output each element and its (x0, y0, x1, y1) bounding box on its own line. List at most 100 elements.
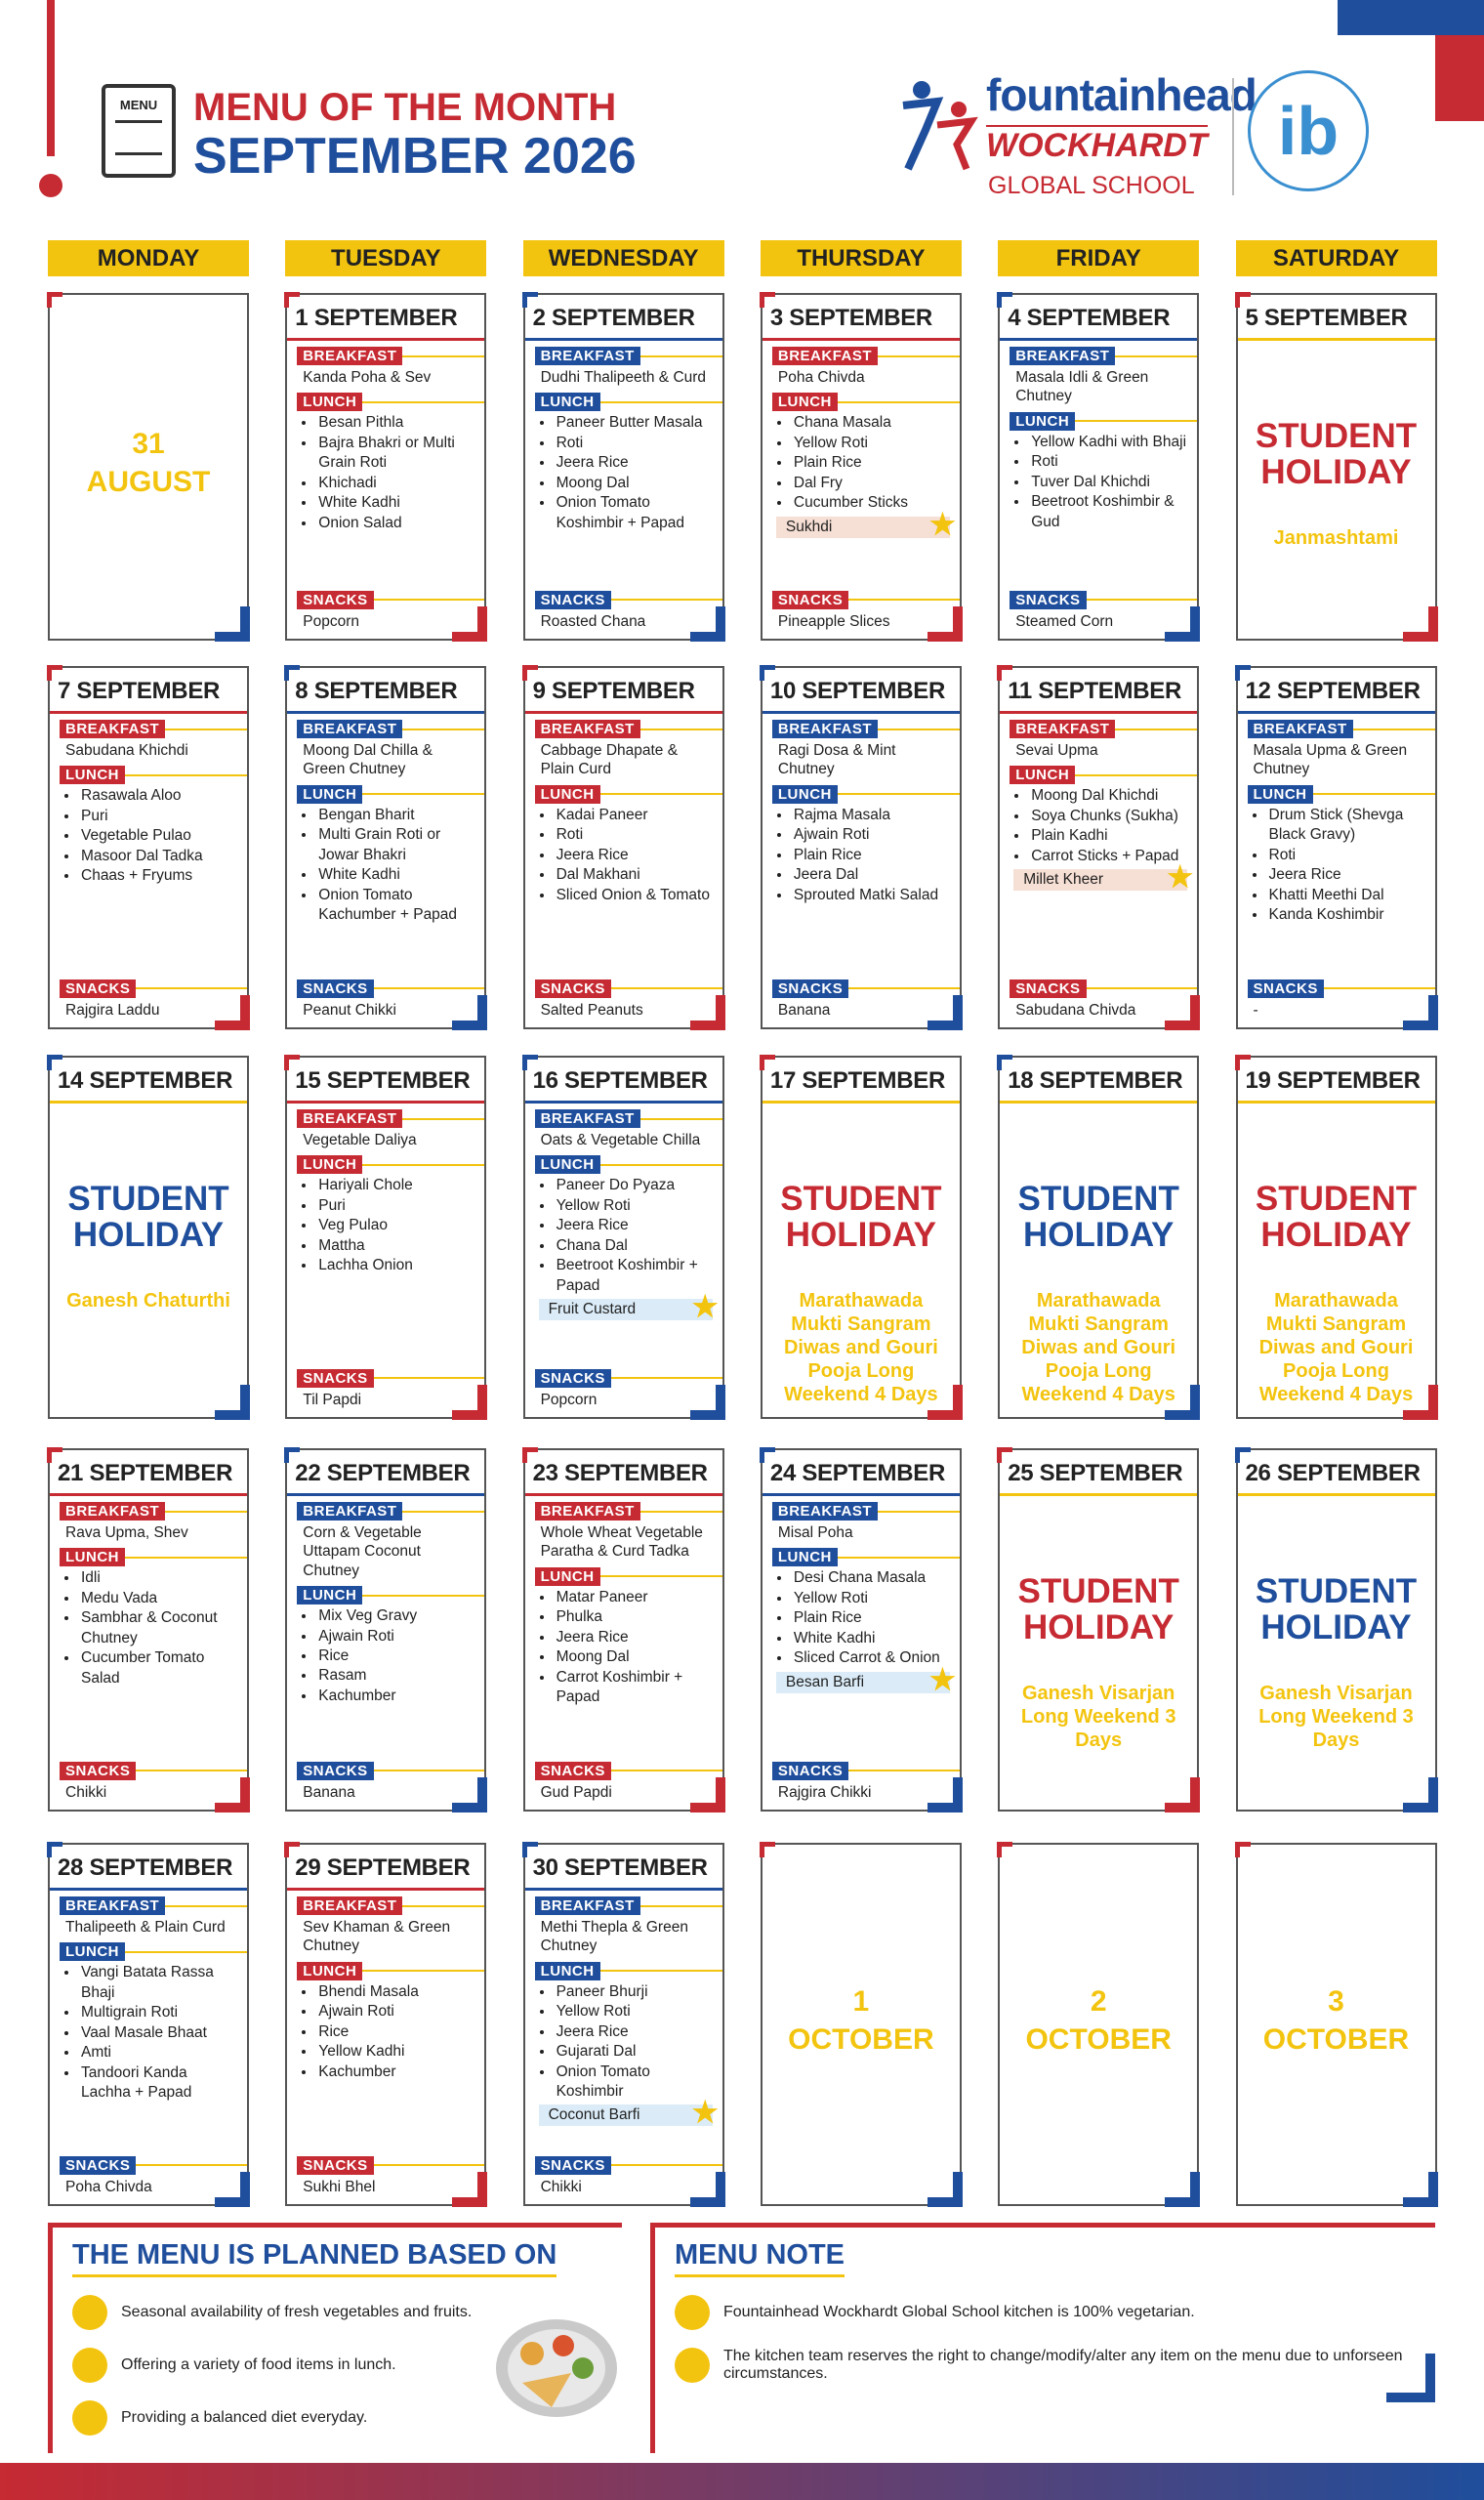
label-tag: LUNCH (297, 1155, 363, 1175)
label-tag: LUNCH (1247, 784, 1313, 804)
label-tag: BREAKFAST (297, 347, 403, 365)
label-tag: BREAKFAST (60, 1502, 166, 1521)
label-tag: SNACKS (771, 590, 849, 609)
lunch-list: Besan PithlaBajra Bhakri or Multi Grain … (287, 413, 484, 533)
label-rule (165, 1904, 247, 1907)
lunch-item: Cucumber Tomato Salad (79, 1648, 239, 1688)
decor-corner (1386, 2354, 1435, 2402)
corner (521, 292, 538, 308)
lunch-item: Plain Rice (792, 453, 952, 473)
label-tag: LUNCH (534, 1961, 600, 1980)
section-label: LUNCH (763, 393, 960, 412)
date: 9 SEPTEMBER (524, 668, 722, 714)
label-rule (837, 400, 960, 403)
label-tag: BREAKFAST (1010, 347, 1116, 365)
section-label: BREAKFAST (763, 347, 960, 365)
lunch-item: Drum Stick (Shevga Black Gravy) (1267, 806, 1427, 846)
lunch-item: Lachha Onion (316, 1256, 476, 1275)
date-day: 31 (132, 428, 165, 460)
label-tag: LUNCH (534, 784, 600, 804)
breakfast: Sev Khaman & Green Chutney (303, 1919, 451, 1955)
section-label: LUNCH (1238, 784, 1435, 804)
lunch-list: Desi Chana MasalaYellow RotiPlain RiceWh… (763, 1568, 960, 1668)
breakfast: Rava Upma, Shev (65, 1524, 188, 1541)
label-rule (599, 1970, 722, 1973)
day-cell: 4 SEPTEMBER BREAKFAST Masala Idli & Green … (997, 292, 1201, 642)
date: 10 SEPTEMBER (762, 668, 960, 714)
corner (689, 995, 725, 1030)
corner (1234, 292, 1251, 308)
label-tag: LUNCH (1010, 766, 1076, 785)
item-icon (675, 2295, 710, 2330)
lunch-item: Kanda Koshimbir (1267, 905, 1427, 925)
date: 22 SEPTEMBER (287, 1450, 485, 1496)
label-tag: SNACKS (534, 1368, 611, 1388)
breakfast: Ragi Dosa & Mint Chutney (777, 742, 896, 778)
date-day: 1 (852, 1985, 870, 2018)
footer-item: The kitchen team reserves the right to c… (675, 2348, 1435, 2383)
lunch-item: Plain Rice (792, 846, 952, 865)
snacks: Banana (303, 1783, 355, 1801)
corner (759, 292, 775, 308)
label-rule (402, 1904, 485, 1907)
holiday-title: STUDENT HOLIDAY (780, 1180, 942, 1254)
day-cell: 17 SEPTEMBER STUDENT HOLIDAY Marathawada M… (759, 1055, 963, 1420)
plate-illustration (496, 2319, 617, 2417)
label-tag: BREAKFAST (771, 720, 879, 738)
lunch-list: Hariyali CholePuriVeg PulaoMatthaLachha … (287, 1176, 484, 1275)
label-rule (373, 1377, 485, 1380)
label-tag: LUNCH (534, 1566, 600, 1586)
day-cell: 21 SEPTEMBER BREAKFAST Rava Upma, Shev LUNC… (47, 1447, 250, 1812)
section-label: SNACKS (763, 979, 960, 998)
breakfast: Vegetable Daliya (303, 1132, 417, 1148)
label-rule (1115, 354, 1198, 357)
item-icon (72, 2348, 107, 2383)
footer-item: Providing a balanced diet everyday. (72, 2400, 622, 2436)
label-rule (136, 987, 247, 990)
corner (1165, 606, 1201, 642)
section-label: LUNCH (50, 766, 247, 785)
day-cell: 14 SEPTEMBER STUDENT HOLIDAY Ganesh Chatur… (47, 1055, 250, 1420)
lunch-item: Roti (1029, 452, 1189, 472)
lunch-item: Kachumber (316, 1687, 476, 1706)
lunch-list: Mix Veg GravyAjwain RotiRiceRasamKachumb… (287, 1606, 484, 1706)
day-cell: 25 SEPTEMBER STUDENT HOLIDAY Ganesh Visarj… (997, 1447, 1201, 1812)
label-rule (136, 1770, 247, 1772)
lunch-item: Khichadi (316, 474, 476, 493)
section-label: SNACKS (525, 590, 722, 609)
footer-item: Fountainhead Wockhardt Global School kit… (675, 2295, 1435, 2330)
date: 11 SEPTEMBER (1000, 668, 1198, 714)
ib-logo: ib (1248, 70, 1369, 191)
corner (927, 2172, 963, 2207)
snacks: Rajgira Chikki (777, 1783, 872, 1801)
corner (1402, 1385, 1438, 1420)
section-label: BREAKFAST (287, 1896, 485, 1915)
day-header: THURSDAY (760, 240, 962, 276)
lunch-list: Matar PaneerPhulkaJeera RiceMoong DalCar… (525, 1588, 722, 1708)
section-label: BREAKFAST (525, 1109, 722, 1128)
lunch-list: Yellow Kadhi with BhajiRotiTuver Dal Khi… (1000, 433, 1197, 532)
corner (47, 1842, 62, 1857)
corner (689, 1777, 725, 1812)
date: 29 SEPTEMBER (287, 1845, 485, 1891)
date-day: 2 (1090, 1985, 1107, 2018)
date-month: OCTOBER (1025, 2023, 1172, 2056)
corner (284, 1842, 301, 1857)
label-rule (373, 987, 485, 990)
lunch-list: Bengan BharitMulti Grain Roti or Jowar B… (287, 806, 484, 926)
label-tag: SNACKS (534, 2155, 611, 2175)
corner (521, 665, 538, 681)
date: 7 SEPTEMBER (50, 668, 247, 714)
lunch-item: Tuver Dal Khichdi (1029, 473, 1189, 492)
day-cell: 7 SEPTEMBER BREAKFAST Sabudana Khichdi LUNC… (47, 665, 250, 1030)
lunch-item: Onion Tomato Koshimbir (555, 2062, 715, 2103)
title-line1: MENU OF THE MONTH (193, 86, 617, 129)
corner (452, 995, 488, 1030)
school-tag: GLOBAL SCHOOL (988, 172, 1195, 199)
section-label: SNACKS (287, 1368, 485, 1388)
day-cell: 3 OCTOBER (1234, 1842, 1438, 2207)
section-label: LUNCH (1000, 766, 1198, 785)
day-header: WEDNESDAY (522, 240, 724, 276)
label-rule (599, 400, 722, 403)
